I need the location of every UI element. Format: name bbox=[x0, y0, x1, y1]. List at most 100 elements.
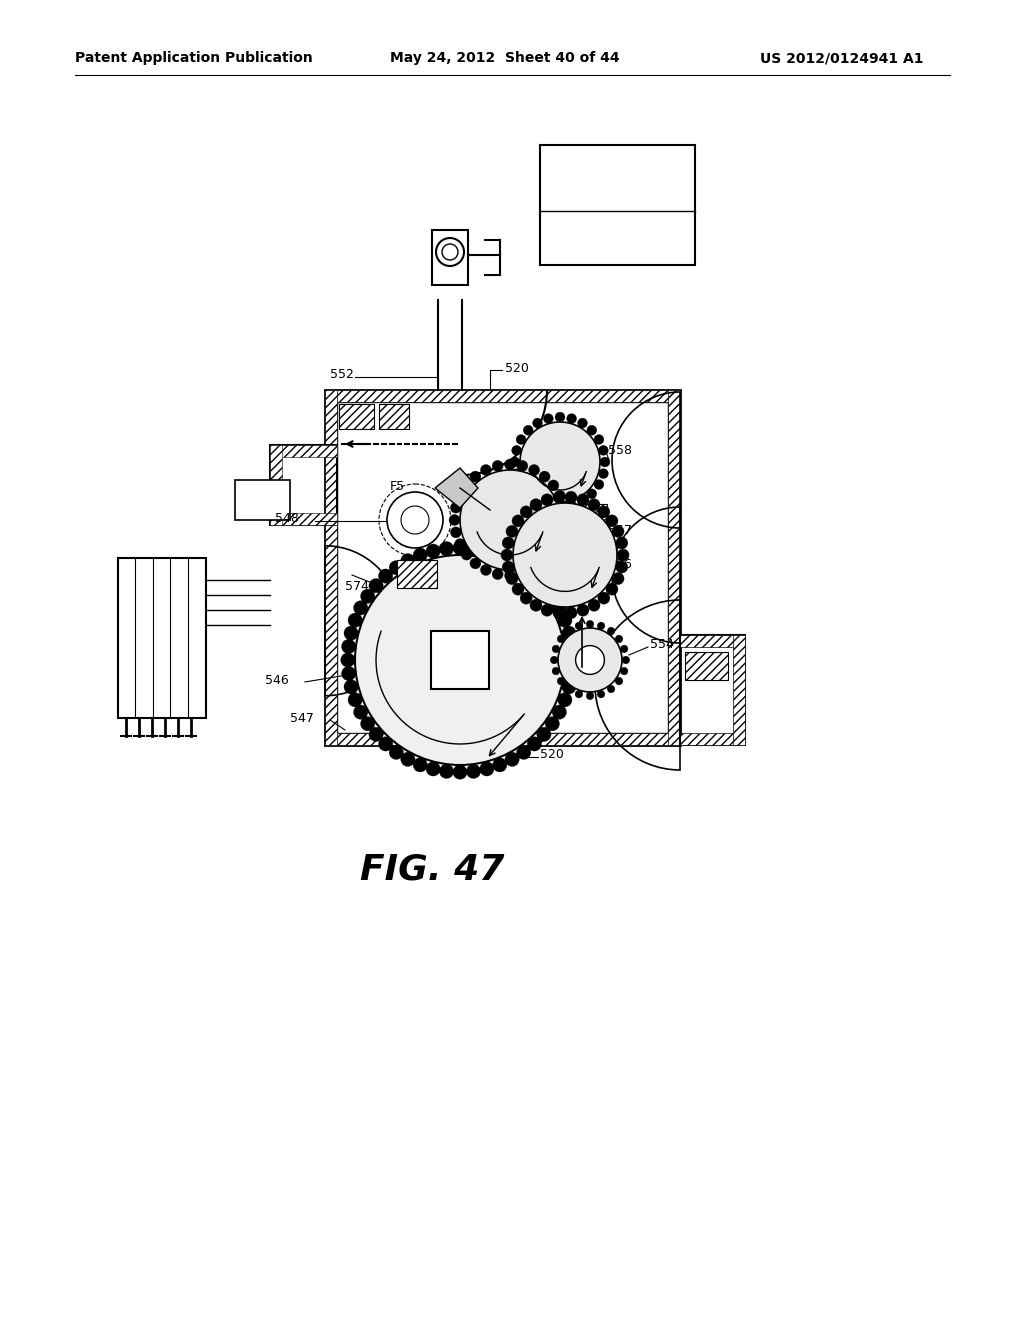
Bar bbox=[432, 230, 468, 285]
Bar bbox=[379, 404, 409, 429]
Text: FIG. 47: FIG. 47 bbox=[360, 853, 505, 887]
Text: 520: 520 bbox=[505, 362, 528, 375]
Circle shape bbox=[577, 494, 589, 506]
Circle shape bbox=[575, 622, 583, 630]
Text: 558: 558 bbox=[608, 444, 632, 457]
Circle shape bbox=[558, 612, 572, 627]
Circle shape bbox=[550, 656, 558, 664]
Bar bbox=[668, 389, 680, 744]
Circle shape bbox=[360, 589, 375, 603]
Circle shape bbox=[516, 479, 526, 490]
Circle shape bbox=[379, 569, 393, 583]
Bar bbox=[337, 403, 668, 733]
Circle shape bbox=[621, 667, 628, 675]
Circle shape bbox=[594, 434, 604, 445]
Circle shape bbox=[532, 418, 543, 428]
Circle shape bbox=[552, 705, 566, 719]
Circle shape bbox=[520, 506, 532, 517]
Circle shape bbox=[598, 593, 610, 605]
Circle shape bbox=[400, 553, 415, 568]
Circle shape bbox=[523, 488, 534, 499]
Circle shape bbox=[512, 445, 521, 455]
Circle shape bbox=[559, 502, 569, 513]
Circle shape bbox=[353, 601, 368, 615]
Circle shape bbox=[557, 635, 565, 643]
Circle shape bbox=[607, 627, 615, 635]
Circle shape bbox=[355, 554, 565, 766]
Polygon shape bbox=[435, 469, 478, 508]
Circle shape bbox=[369, 578, 383, 593]
Circle shape bbox=[527, 737, 542, 751]
Circle shape bbox=[537, 727, 551, 742]
Text: 546: 546 bbox=[265, 673, 289, 686]
Circle shape bbox=[560, 515, 571, 525]
Circle shape bbox=[548, 549, 559, 560]
Text: F5: F5 bbox=[390, 480, 406, 494]
Circle shape bbox=[565, 653, 580, 667]
Circle shape bbox=[555, 491, 565, 502]
Circle shape bbox=[516, 561, 530, 574]
Circle shape bbox=[565, 685, 572, 693]
Bar bbox=[680, 635, 745, 647]
Circle shape bbox=[588, 599, 600, 611]
Circle shape bbox=[512, 469, 521, 479]
Circle shape bbox=[565, 607, 578, 619]
Circle shape bbox=[598, 469, 608, 479]
Circle shape bbox=[615, 635, 623, 643]
Circle shape bbox=[453, 541, 467, 554]
Circle shape bbox=[426, 544, 440, 558]
Circle shape bbox=[558, 693, 572, 708]
Circle shape bbox=[461, 480, 472, 491]
Text: 574: 574 bbox=[345, 581, 369, 594]
Bar bbox=[339, 404, 374, 429]
Circle shape bbox=[615, 561, 628, 573]
Bar bbox=[234, 480, 290, 520]
Circle shape bbox=[532, 496, 543, 506]
Circle shape bbox=[436, 238, 464, 267]
Circle shape bbox=[466, 541, 480, 556]
Bar bbox=[397, 561, 437, 589]
Circle shape bbox=[575, 690, 583, 698]
Circle shape bbox=[379, 737, 393, 751]
Circle shape bbox=[552, 645, 560, 653]
Circle shape bbox=[575, 645, 604, 675]
Circle shape bbox=[505, 752, 519, 767]
Circle shape bbox=[577, 605, 589, 616]
Circle shape bbox=[530, 499, 542, 511]
Bar bbox=[431, 631, 489, 689]
Bar bbox=[562, 504, 607, 532]
Bar bbox=[685, 652, 728, 680]
Circle shape bbox=[553, 607, 565, 619]
Circle shape bbox=[453, 766, 467, 779]
Circle shape bbox=[539, 471, 550, 482]
Circle shape bbox=[564, 667, 579, 681]
Circle shape bbox=[387, 492, 443, 548]
Circle shape bbox=[565, 491, 578, 503]
Circle shape bbox=[413, 548, 427, 562]
Circle shape bbox=[493, 758, 507, 772]
Bar bbox=[325, 389, 337, 744]
Circle shape bbox=[342, 667, 355, 681]
Circle shape bbox=[449, 515, 460, 525]
Circle shape bbox=[493, 569, 503, 579]
Circle shape bbox=[413, 758, 427, 772]
Circle shape bbox=[466, 764, 480, 779]
Circle shape bbox=[548, 480, 559, 491]
Circle shape bbox=[527, 569, 542, 583]
Circle shape bbox=[578, 418, 588, 428]
Circle shape bbox=[502, 537, 514, 549]
Circle shape bbox=[555, 539, 565, 549]
Circle shape bbox=[439, 541, 454, 556]
Circle shape bbox=[606, 583, 618, 595]
Circle shape bbox=[517, 569, 527, 579]
Circle shape bbox=[501, 549, 513, 561]
Circle shape bbox=[598, 506, 610, 517]
Circle shape bbox=[622, 656, 630, 664]
Text: Patent Application Publication: Patent Application Publication bbox=[75, 51, 312, 65]
Circle shape bbox=[512, 515, 524, 527]
Bar bbox=[680, 635, 745, 744]
Circle shape bbox=[353, 705, 368, 719]
Circle shape bbox=[461, 549, 472, 560]
Circle shape bbox=[562, 680, 577, 694]
Circle shape bbox=[369, 727, 383, 742]
